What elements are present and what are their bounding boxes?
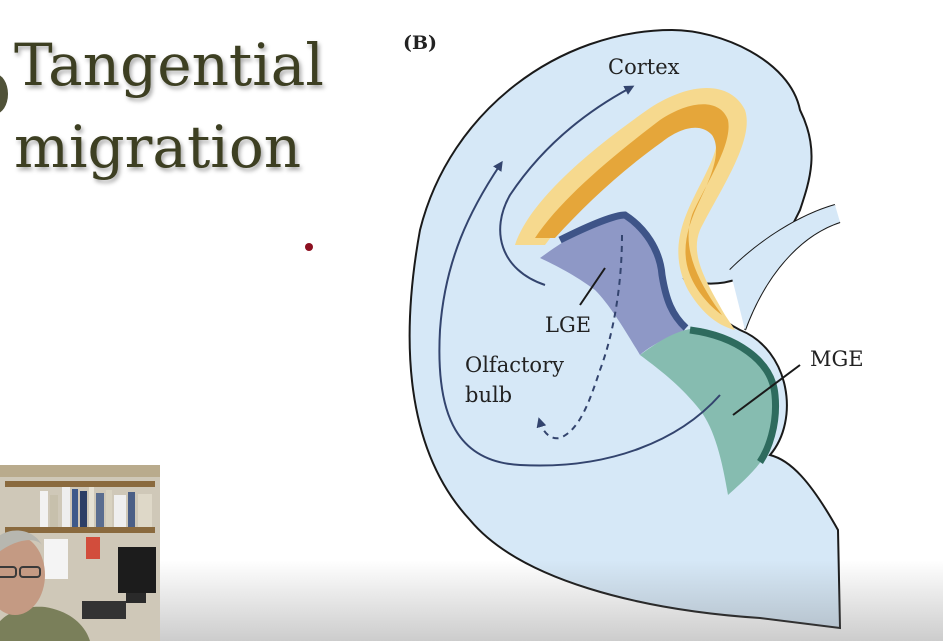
lge-label: LGE [545, 313, 591, 337]
presenter-video [0, 465, 160, 641]
cortex-inner-band [535, 104, 729, 315]
brain-section-diagram: (B) Cortex LGE Olfactory bulb MGE [403, 28, 864, 630]
olfactory-label-line-1: Olfactory [465, 353, 564, 377]
arrow-to-cortex-outer [438, 160, 721, 467]
slide-title-line-1: Tangential [14, 31, 324, 99]
arrow-to-olfactory-bulb [536, 234, 623, 440]
presenter-video-icon [0, 465, 160, 641]
mge-region [640, 328, 779, 495]
laser-pointer-dot [305, 243, 313, 251]
cortex-label: Cortex [608, 55, 680, 79]
lge-leader-line [579, 267, 606, 306]
olfactory-label-line-2: bulb [465, 383, 512, 407]
mge-edge [689, 326, 780, 464]
mge-label: MGE [810, 347, 864, 371]
lge-edge [558, 211, 689, 331]
lge-region [540, 215, 685, 355]
slide-edge-mark [0, 74, 8, 114]
mge-leader-line [732, 364, 801, 416]
lateral-flap-fill [730, 205, 840, 330]
arrow-to-cortex-inner [499, 85, 635, 286]
slide-title-line-2: migration [14, 113, 302, 181]
panel-label: (B) [403, 32, 437, 54]
